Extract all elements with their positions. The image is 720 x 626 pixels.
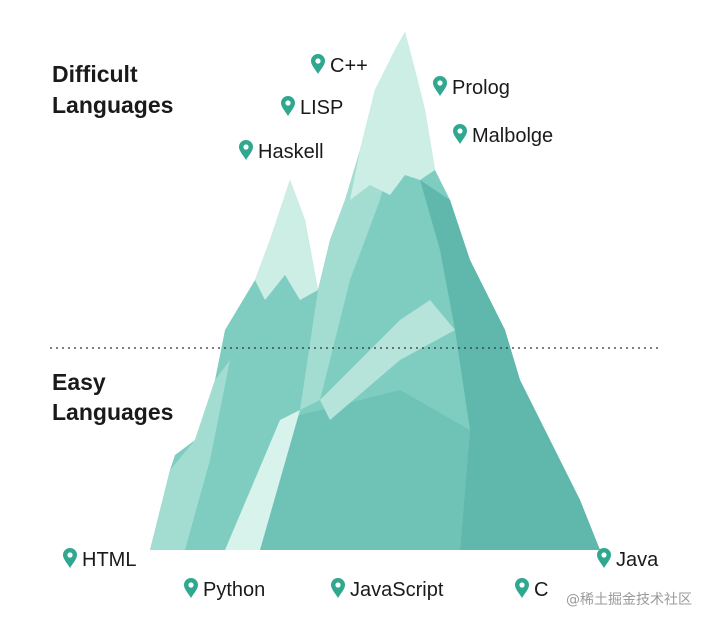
language-label: Malbolge [472,125,553,147]
pin-dot [285,100,291,106]
language-label: C [534,579,548,601]
language-label: JavaScript [350,579,444,601]
mountain [150,32,600,550]
pin-icon [453,124,467,144]
pin-icon [239,140,253,160]
heading: Languages [52,92,173,118]
pin-icon [597,548,611,568]
language-label: LISP [300,97,343,119]
language-label: Prolog [452,77,510,99]
pin-dot [315,58,321,64]
pin-dot [437,80,443,86]
heading: Languages [52,399,173,425]
pin-dot [243,144,249,150]
language-label: Haskell [258,141,324,163]
pin-dot [67,552,73,558]
language-label: Java [616,549,659,571]
pin-icon [515,578,529,598]
pin-dot [601,552,607,558]
pin-icon [184,578,198,598]
pin-dot [188,582,194,588]
pin-dot [519,582,525,588]
pin-dot [457,128,463,134]
pin-icon [311,54,325,74]
language-label: Python [203,579,265,601]
heading: Difficult [52,61,138,87]
pin-icon [433,76,447,96]
heading: Easy [52,369,106,395]
language-label: C++ [330,55,368,77]
pin-icon [331,578,345,598]
pin-dot [335,582,341,588]
watermark: @稀土掘金技术社区 [566,592,692,608]
pin-icon [63,548,77,568]
pin-icon [281,96,295,116]
language-label: HTML [82,549,136,571]
